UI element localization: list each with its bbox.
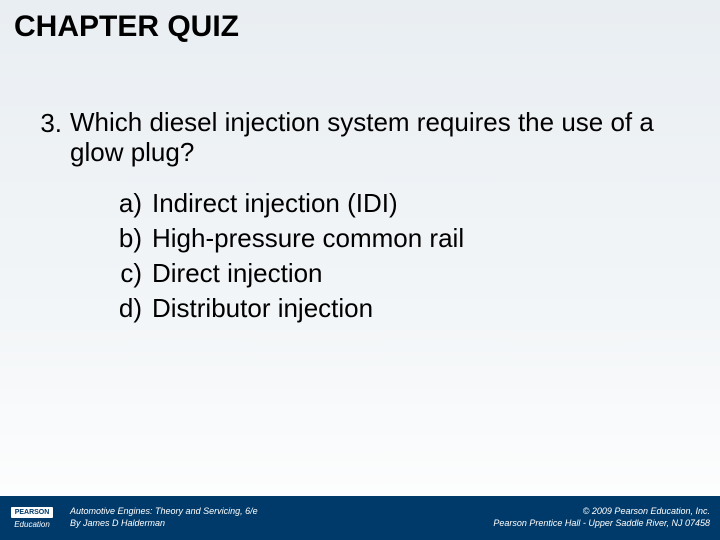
option-text: Direct injection <box>152 256 696 291</box>
publisher-logo: PEARSON Education <box>4 501 60 535</box>
option-row: d) Distributor injection <box>102 291 696 326</box>
footer-right: © 2009 Pearson Education, Inc. Pearson P… <box>493 506 710 529</box>
logo-text-bottom: Education <box>14 520 50 529</box>
footer-left: Automotive Engines: Theory and Servicing… <box>70 506 493 529</box>
publisher-address: Pearson Prentice Hall - Upper Saddle Riv… <box>493 518 710 530</box>
page-title: CHAPTER QUIZ <box>0 0 720 44</box>
option-row: b) High-pressure common rail <box>102 221 696 256</box>
options-list: a) Indirect injection (IDI) b) High-pres… <box>24 168 696 326</box>
option-letter: b) <box>102 221 152 256</box>
option-text: Indirect injection (IDI) <box>152 186 696 221</box>
option-text: Distributor injection <box>152 291 696 326</box>
book-author: By James D Halderman <box>70 518 493 530</box>
option-row: c) Direct injection <box>102 256 696 291</box>
question-block: 3. Which diesel injection system require… <box>0 44 720 326</box>
book-title: Automotive Engines: Theory and Servicing… <box>70 506 493 518</box>
question-row: 3. Which diesel injection system require… <box>24 108 696 168</box>
logo-text-top: PEARSON <box>11 507 54 518</box>
option-text: High-pressure common rail <box>152 221 696 256</box>
option-letter: a) <box>102 186 152 221</box>
slide: CHAPTER QUIZ 3. Which diesel injection s… <box>0 0 720 540</box>
copyright-line: © 2009 Pearson Education, Inc. <box>493 506 710 518</box>
question-text: Which diesel injection system requires t… <box>70 108 696 168</box>
option-letter: c) <box>102 256 152 291</box>
footer: PEARSON Education Automotive Engines: Th… <box>0 496 720 540</box>
option-letter: d) <box>102 291 152 326</box>
question-number: 3. <box>24 108 70 168</box>
option-row: a) Indirect injection (IDI) <box>102 186 696 221</box>
